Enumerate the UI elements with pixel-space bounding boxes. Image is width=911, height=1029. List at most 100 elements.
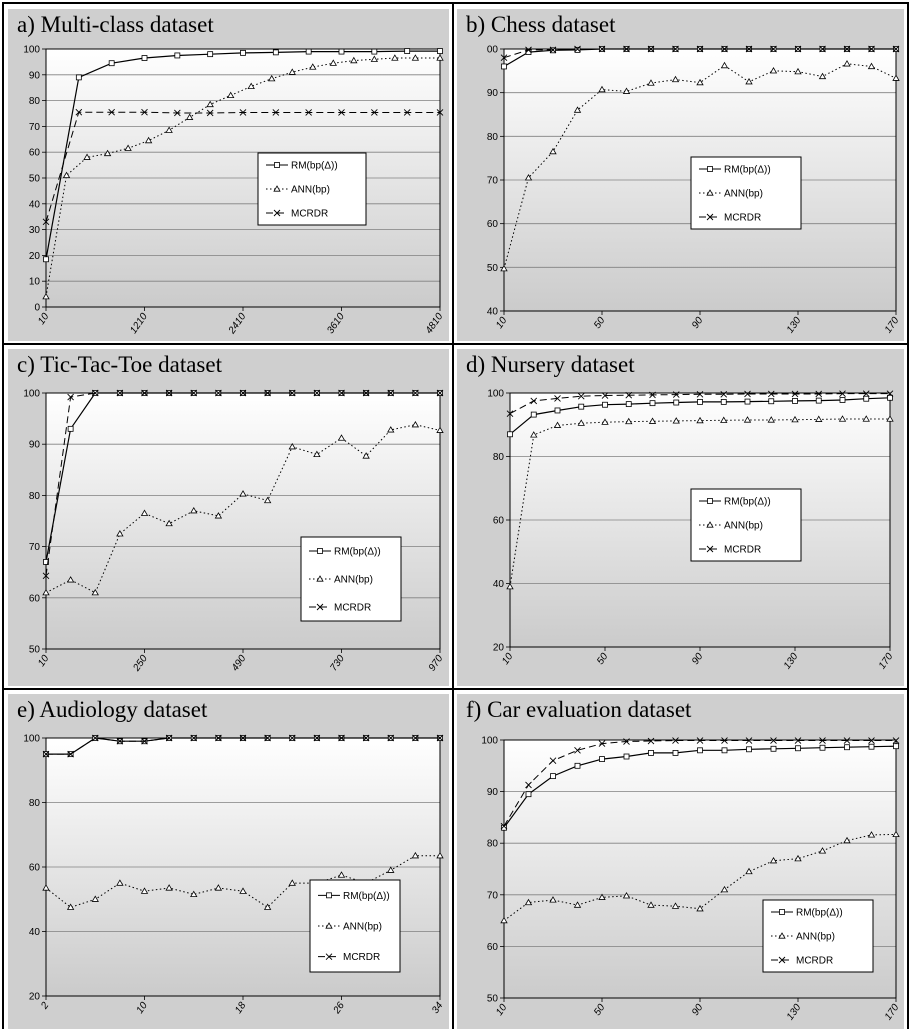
marker-triangle (778, 932, 786, 939)
frame-line (907, 2, 909, 1029)
marker-triangle (83, 153, 91, 160)
marker-cross (706, 213, 714, 221)
frame-line (2, 2, 909, 4)
marker-cross (403, 109, 411, 116)
marker-square (744, 398, 751, 405)
y-tick-label: 90 (487, 88, 499, 99)
marker-cross (273, 209, 281, 217)
marker-cross (625, 391, 633, 399)
marker-cross (75, 108, 83, 116)
marker-square (371, 48, 378, 55)
marker-square (574, 762, 581, 769)
x-tick-label: 4810 (424, 311, 446, 336)
marker-cross (387, 734, 395, 742)
y-tick-label: 40 (493, 579, 505, 590)
series-mcrdr (500, 737, 900, 830)
series-ann (500, 60, 900, 272)
marker-triangle (370, 55, 379, 62)
marker-square (530, 411, 537, 418)
marker-cross (141, 108, 148, 116)
legend-label: RM(bp(Δ)) (334, 547, 381, 558)
panel-title: e) Audiology dataset (17, 697, 208, 722)
marker-triangle (892, 830, 900, 838)
marker-cross (843, 45, 851, 53)
marker-triangle (124, 144, 132, 151)
y-tick-label: 20 (493, 643, 505, 654)
legend: RM(bp(Δ)) ANN(bp) MCRDR (690, 156, 802, 230)
x-tick-label: 730 (328, 653, 347, 673)
marker-triangle (144, 136, 153, 144)
marker-cross (577, 392, 585, 400)
marker-triangle (720, 416, 728, 423)
y-tick-label: 100 (481, 736, 498, 747)
marker-triangle (436, 426, 444, 433)
y-tick-label: 60 (29, 148, 41, 159)
marker-cross (67, 393, 74, 401)
marker-cross (815, 390, 823, 398)
series-mcrdr (42, 389, 444, 580)
marker-square (625, 401, 632, 408)
marker-triangle (206, 100, 214, 108)
marker-triangle (436, 851, 444, 859)
x-tick-label: 34 (430, 1000, 446, 1016)
marker-triangle (598, 85, 606, 93)
marker-triangle (247, 82, 255, 90)
x-tick-label: 3610 (325, 311, 347, 336)
marker-cross (371, 109, 378, 116)
marker-cross (387, 389, 395, 397)
y-tick-label: 100 (23, 45, 40, 56)
series-mcrdr (506, 390, 894, 417)
marker-cross (500, 54, 508, 62)
series-ann (500, 830, 900, 924)
marker-cross (745, 45, 753, 53)
marker-triangle (815, 415, 823, 422)
marker-triangle (622, 892, 631, 899)
y-tick-label: 60 (493, 516, 505, 527)
y-tick-label: 90 (487, 787, 499, 798)
marker-cross (862, 390, 870, 397)
y-tick-label: 40 (29, 199, 41, 210)
marker-square (868, 743, 875, 750)
y-tick-label: 90 (29, 70, 41, 81)
x-tick-label: 90 (690, 315, 706, 331)
marker-cross (525, 781, 532, 789)
marker-square (67, 425, 74, 432)
y-tick-label: 30 (29, 225, 41, 236)
marker-triangle (794, 67, 802, 75)
marker-triangle (263, 496, 272, 504)
marker-square (240, 49, 246, 56)
marker-triangle (767, 416, 775, 423)
marker-cross (549, 46, 557, 54)
marker-square (673, 399, 680, 406)
marker-square (43, 559, 49, 565)
series-ann (506, 415, 894, 590)
marker-square (207, 51, 214, 58)
marker-cross (672, 391, 680, 398)
marker-square (770, 745, 777, 752)
marker-triangle (362, 452, 370, 459)
x-tick-label: 10 (135, 1000, 151, 1016)
marker-cross (839, 390, 846, 397)
panel-title: b) Chess dataset (466, 12, 616, 37)
marker-triangle (103, 149, 112, 157)
marker-triangle (165, 126, 173, 133)
marker-triangle (671, 75, 680, 83)
marker-square (672, 750, 679, 756)
marker-triangle (116, 879, 124, 886)
legend-label: RM(bp(Δ)) (343, 891, 390, 902)
marker-cross (819, 45, 826, 53)
marker-triangle (411, 54, 420, 61)
y-tick-label: 10 (29, 277, 41, 288)
x-tick-label: 90 (690, 651, 706, 667)
y-tick-label: 80 (29, 798, 41, 809)
marker-square (839, 397, 846, 403)
marker-triangle (165, 884, 173, 891)
marker-cross (672, 737, 679, 744)
marker-square (43, 256, 49, 263)
legend: RM(bp(Δ)) ANN(bp) MCRDR (762, 899, 874, 973)
series-mcrdr (42, 108, 444, 226)
marker-cross (892, 45, 900, 53)
marker-cross (672, 45, 679, 53)
